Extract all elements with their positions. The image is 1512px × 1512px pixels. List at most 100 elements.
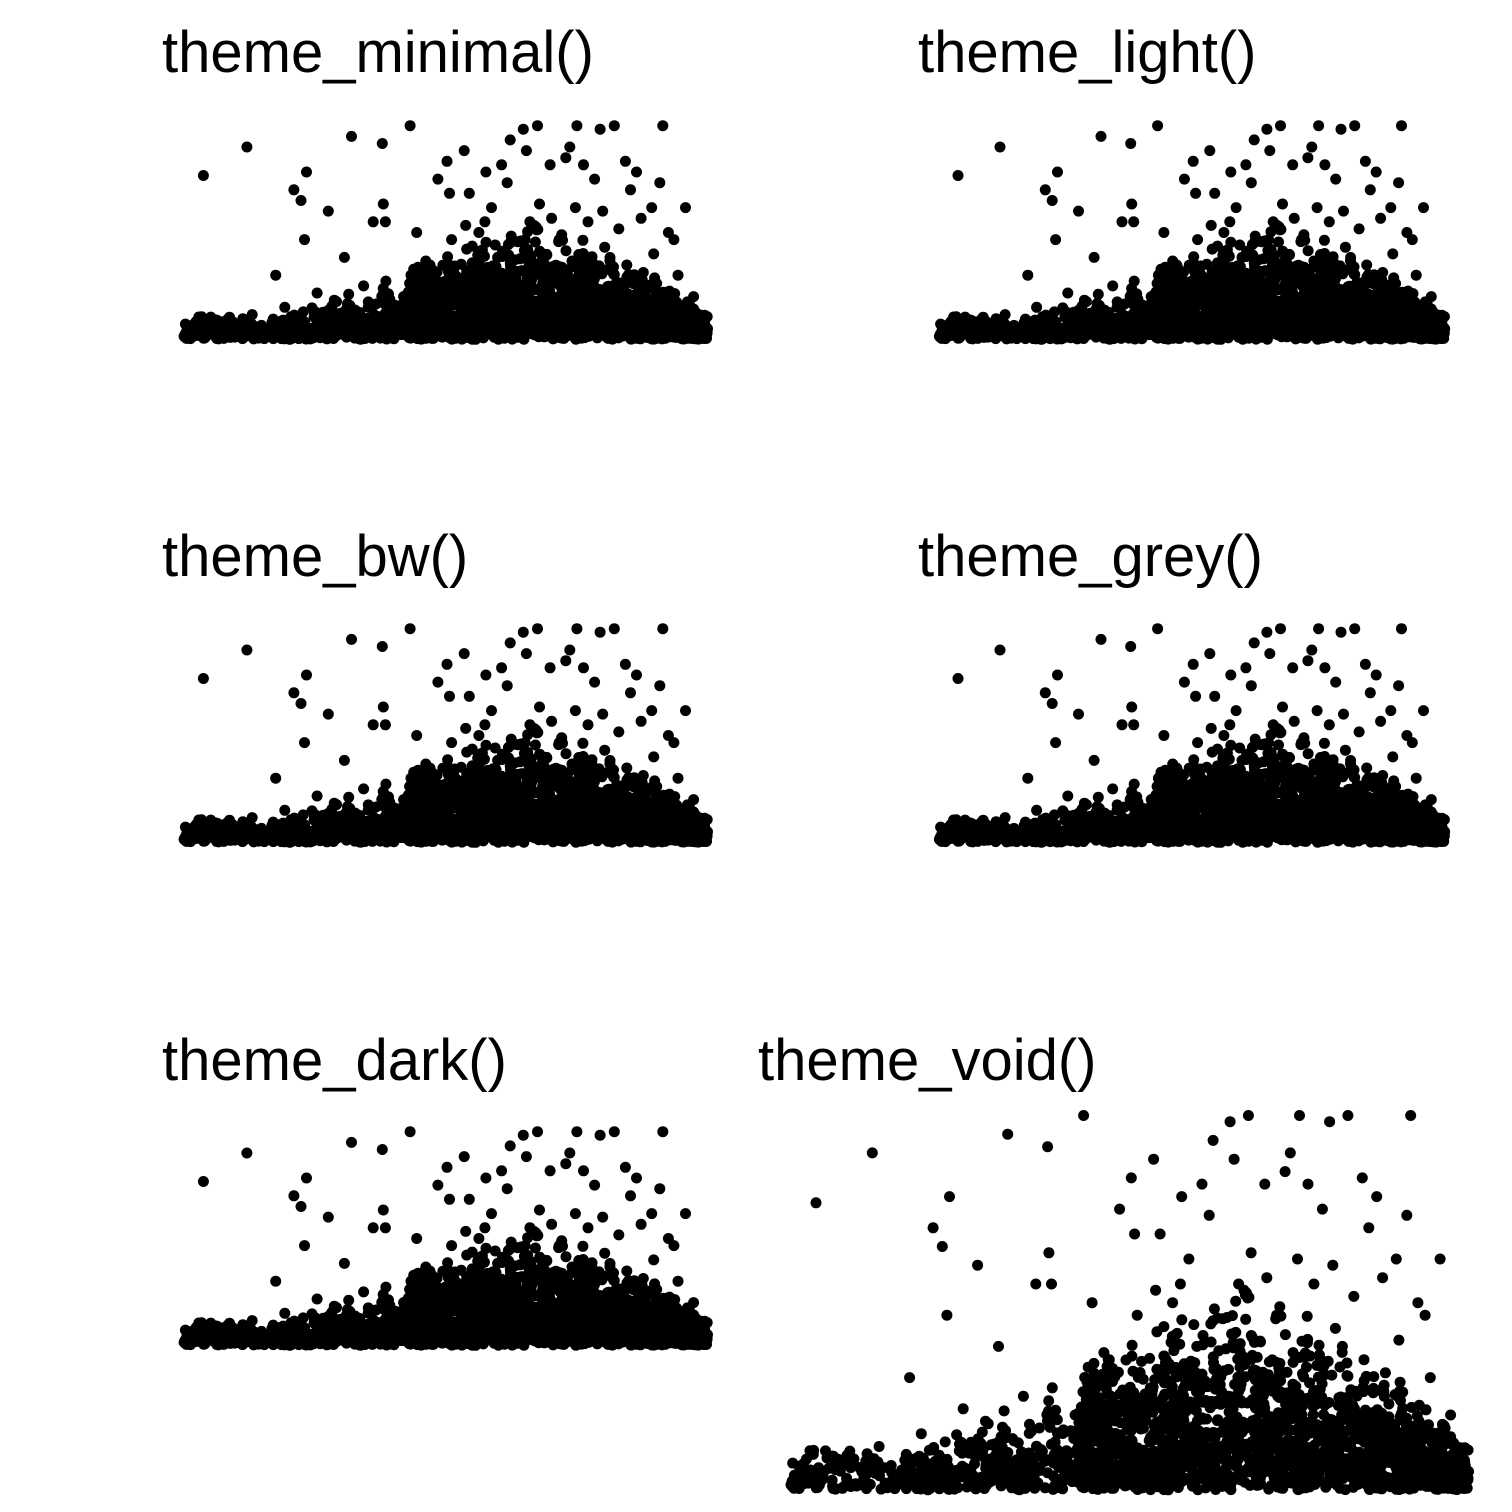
data-point [1158, 292, 1170, 304]
data-point [1264, 145, 1276, 157]
data-point [597, 205, 609, 217]
data-point [1298, 277, 1310, 289]
data-point [379, 216, 391, 228]
data-point [1205, 219, 1217, 231]
data-point [1251, 270, 1263, 282]
data-point [1078, 294, 1090, 306]
data-point [1107, 280, 1119, 292]
data-point [1214, 270, 1226, 282]
data-point [946, 329, 958, 341]
data-point [1220, 245, 1232, 257]
data-point [322, 205, 334, 217]
data-point [404, 277, 416, 289]
data-point [575, 255, 587, 267]
data-point [1022, 269, 1034, 281]
data-point [1377, 267, 1389, 278]
data-point [1158, 227, 1170, 238]
data-point [1206, 312, 1218, 324]
data-point [385, 312, 397, 324]
data-point [395, 329, 407, 341]
data-point [1359, 155, 1371, 167]
data-point [1022, 316, 1034, 327]
data-point [464, 331, 476, 343]
data-point [566, 261, 578, 273]
data-point [936, 332, 948, 344]
data-point [358, 280, 370, 292]
data-point [1335, 123, 1347, 135]
data-point [535, 316, 547, 328]
data-point [446, 282, 458, 294]
data-point [594, 328, 606, 340]
data-point [361, 328, 373, 340]
data-point [680, 202, 691, 214]
data-point [520, 297, 531, 309]
data-point [1282, 330, 1294, 342]
data-point [1352, 315, 1364, 327]
data-point [1395, 311, 1407, 323]
data-point [634, 326, 646, 338]
data-point [504, 134, 516, 146]
data-point [1338, 205, 1349, 217]
data-point [1319, 313, 1331, 325]
data-point [571, 120, 583, 132]
data-point [313, 326, 325, 338]
data-point [400, 302, 412, 314]
data-point [637, 267, 649, 278]
data-point [477, 325, 488, 337]
data-points [178, 120, 713, 345]
data-point [1190, 187, 1202, 199]
data-point [1342, 281, 1354, 293]
data-point [353, 316, 365, 328]
data-point [540, 330, 552, 342]
data-point [420, 331, 432, 342]
data-point [556, 261, 568, 273]
data-point [586, 256, 598, 268]
data-point [1213, 259, 1225, 271]
data-point [532, 120, 543, 132]
data-point [1209, 187, 1221, 199]
data-point [1046, 195, 1058, 206]
data-point [327, 329, 339, 341]
data-point [496, 159, 508, 171]
data-point [412, 267, 424, 279]
data-point [1129, 333, 1141, 345]
data-point [287, 319, 298, 331]
data-point [517, 123, 529, 135]
data-point [699, 328, 711, 339]
data-point [1218, 227, 1230, 238]
data-point [270, 269, 282, 281]
data-point [577, 313, 589, 325]
data-point [977, 311, 989, 323]
data-point [569, 202, 581, 214]
data-point [486, 202, 497, 214]
data-point [543, 275, 555, 287]
data-point [326, 311, 338, 322]
data-point [982, 331, 994, 343]
data-point [500, 322, 512, 334]
data-point [1090, 303, 1102, 315]
data-point [1387, 248, 1399, 260]
data-point [540, 288, 551, 300]
data-point [563, 313, 575, 325]
data-point [1223, 287, 1235, 299]
data-point [1192, 234, 1204, 246]
data-point [594, 123, 606, 135]
data-point [1088, 251, 1100, 263]
data-point [442, 296, 454, 308]
data-point [343, 288, 355, 300]
data-point [1204, 145, 1216, 157]
data-point [520, 145, 532, 157]
data-point [1282, 288, 1294, 300]
data-point [411, 227, 423, 238]
data-point [1267, 216, 1279, 228]
data-point [1192, 282, 1204, 294]
data-point [1301, 297, 1313, 309]
data-point [1155, 322, 1166, 334]
data-point [646, 202, 658, 214]
data-point [1296, 234, 1307, 246]
data-point [1263, 297, 1275, 309]
data-point [1077, 311, 1088, 322]
data-point [229, 331, 241, 343]
data-point [489, 239, 501, 251]
